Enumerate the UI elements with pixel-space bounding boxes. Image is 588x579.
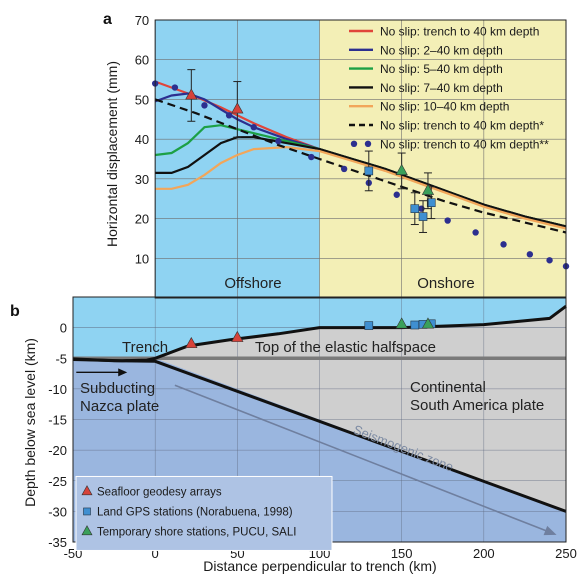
legend-label: Seafloor geodesy arrays (97, 486, 222, 498)
y-ticks-a: 10 20 30 40 50 60 70 (135, 13, 149, 266)
seafloor-marker (185, 336, 198, 349)
seafloor-marker (81, 485, 93, 496)
legend-swatch (364, 140, 372, 147)
y-tick-label: 70 (135, 13, 149, 28)
legend-label: No slip: 7–40 km depth (380, 81, 503, 95)
continental-label-2: South America plate (410, 397, 544, 414)
subducting-label-1: Subducting (80, 380, 155, 397)
dot-point (393, 191, 400, 198)
shore-marker (421, 183, 435, 195)
continental-label-1: Continental (410, 379, 486, 396)
dot-point (418, 205, 425, 212)
shore-marker (421, 317, 435, 329)
seafloor-marker (185, 88, 198, 100)
dot-point (546, 257, 553, 264)
gps-marker (410, 320, 420, 330)
y-tick-label: 30 (135, 172, 149, 187)
y-tick-label: -15 (48, 413, 67, 428)
gps-marker (418, 212, 428, 221)
plot-frame-a (154, 19, 567, 299)
legend-b: Seafloor geodesy arrays Land GPS stations… (75, 475, 333, 551)
legend-label: No slip: 2–40 km depth (380, 43, 503, 57)
dot-point (171, 84, 179, 91)
y-axis-label-a: Horizontal displacement (mm) (104, 61, 120, 247)
seismogenic-arrowhead (543, 525, 557, 536)
dot-point (275, 137, 282, 145)
subduction-arrowhead (118, 368, 128, 377)
slab-line (72, 357, 567, 513)
dot-point (500, 241, 507, 248)
gps-marker (426, 198, 436, 207)
dot-point (250, 124, 257, 131)
legend-label: No slip: 5–40 km depth (380, 62, 503, 76)
y-axis-label-b: Depth below sea level (km) (22, 338, 38, 507)
y-tick-label: 10 (135, 251, 149, 266)
observations-a (185, 69, 436, 233)
dot-point (472, 229, 479, 236)
series-line (155, 136, 567, 228)
legend-a: No slip: trench to 40 km depth No slip: 2… (349, 25, 549, 151)
y-tick-label: 0 (60, 321, 67, 336)
x-tick-label: 200 (473, 546, 495, 561)
seismogenic-arrow (174, 384, 554, 535)
legend-label: No slip: 10–40 km depth (380, 100, 509, 114)
y-tick-label: -25 (48, 474, 67, 489)
y-tick-label: -30 (48, 504, 67, 519)
y-tick-label: 60 (135, 53, 149, 68)
y-tick-label: -35 (48, 535, 67, 550)
dot-point (340, 165, 348, 173)
series-line (155, 145, 567, 230)
y-tick-label: -5 (55, 351, 67, 366)
y-tick-label: 20 (135, 212, 149, 227)
gps-marker (410, 204, 420, 213)
gps-marker (364, 166, 374, 176)
y-tick-label: 40 (135, 132, 149, 147)
dot-point (308, 153, 315, 161)
gps-marker (364, 321, 374, 330)
subducting-label-2: Nazca plate (80, 398, 159, 415)
halfspace-label: Top of the elastic halfspace (255, 339, 436, 356)
x-tick-label: 0 (152, 546, 159, 561)
dot-point (201, 102, 208, 109)
x-tick-label: 150 (391, 546, 413, 561)
y-tick-label: -20 (48, 443, 67, 458)
legend-label: Temporary shore stations, PUCU, SALI (97, 526, 296, 538)
legend-swatch (350, 140, 358, 147)
legend-label: No slip: trench to 40 km depth* (380, 119, 544, 133)
panel-letter-b: b (10, 303, 20, 320)
shore-marker (395, 317, 408, 329)
shore-marker (395, 163, 408, 175)
panel-letter-a: a (103, 11, 112, 28)
onshore-region (319, 20, 566, 298)
seafloor-marker (231, 330, 244, 342)
panel-a: 10 20 30 40 50 60 70 Horizontal displacement (… (103, 11, 570, 298)
dot-point (225, 112, 233, 119)
dot-point (526, 251, 534, 258)
y-tick-label: 50 (135, 92, 149, 107)
legend-label: No slip: trench to 40 km depth (380, 25, 539, 39)
series-line (154, 98, 567, 234)
shore-marker (81, 525, 93, 536)
trench-label: Trench (122, 339, 168, 356)
dot-point (444, 217, 451, 224)
x-axis-label: Distance perpendicular to trench (km) (203, 558, 436, 574)
onshore-label: Onshore (417, 275, 475, 292)
legend-label: Land GPS stations (Norabuena, 1998) (97, 506, 293, 518)
x-tick-label: 250 (555, 546, 577, 561)
legend-box (75, 475, 333, 551)
legend-label: No slip: trench to 40 km depth** (380, 137, 549, 151)
gps-marker (83, 507, 91, 516)
y-ticks-b: 0 -5 -10 -15 -20 -25 -30 -35 (48, 321, 67, 550)
offshore-label: Offshore (224, 275, 281, 292)
seafloor-marker (231, 102, 244, 114)
y-tick-label: -10 (48, 382, 67, 397)
markers-b (185, 317, 436, 349)
